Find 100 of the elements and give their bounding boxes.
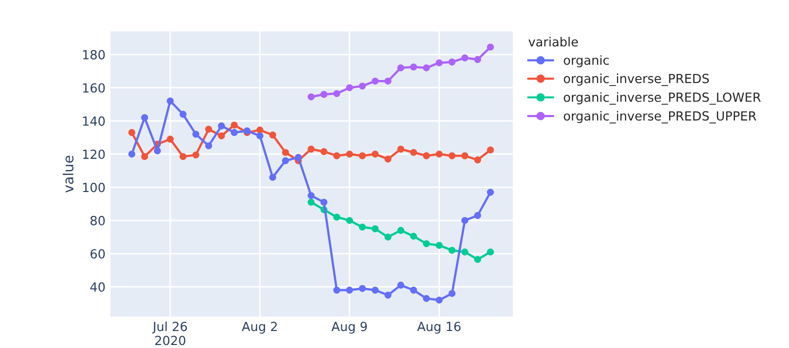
point bbox=[372, 225, 379, 232]
point bbox=[320, 198, 328, 206]
point bbox=[358, 224, 366, 231]
point bbox=[358, 152, 366, 160]
y-tick-label: 100 bbox=[83, 182, 105, 192]
y-tick-label: 120 bbox=[83, 150, 105, 160]
point bbox=[308, 192, 315, 200]
x-tick-label: Aug 16 bbox=[417, 322, 461, 334]
point bbox=[192, 151, 200, 158]
point bbox=[180, 153, 187, 160]
point bbox=[230, 122, 238, 129]
point bbox=[397, 146, 404, 153]
point bbox=[269, 174, 276, 181]
point bbox=[180, 110, 187, 118]
point bbox=[410, 64, 418, 70]
point bbox=[397, 282, 404, 289]
point bbox=[372, 78, 379, 85]
legend-title: variable bbox=[528, 36, 578, 47]
point bbox=[205, 126, 212, 133]
point bbox=[346, 84, 354, 92]
point bbox=[461, 216, 468, 224]
point bbox=[308, 198, 315, 206]
point bbox=[486, 44, 494, 51]
point bbox=[422, 152, 430, 160]
point bbox=[397, 64, 404, 72]
y-tick-label: 80 bbox=[90, 216, 105, 226]
point bbox=[294, 154, 302, 161]
point bbox=[333, 286, 340, 294]
point bbox=[461, 152, 468, 160]
point bbox=[333, 214, 340, 221]
point bbox=[486, 248, 494, 256]
point bbox=[422, 240, 430, 248]
point bbox=[448, 152, 456, 160]
y-tick-label: 60 bbox=[90, 249, 105, 259]
point bbox=[384, 78, 392, 85]
point bbox=[410, 232, 418, 240]
point bbox=[474, 212, 482, 219]
point bbox=[282, 157, 289, 164]
point bbox=[333, 152, 340, 160]
point bbox=[410, 286, 418, 294]
point bbox=[397, 226, 404, 234]
x-tick-label: Jul 26 2020 bbox=[152, 322, 187, 346]
point bbox=[372, 150, 379, 158]
y-tick-label: 140 bbox=[83, 116, 105, 126]
point bbox=[448, 246, 456, 254]
point bbox=[346, 216, 354, 224]
legend-label: organic_inverse_PREDS_LOWER bbox=[564, 92, 761, 105]
point bbox=[308, 93, 315, 100]
point bbox=[128, 150, 136, 158]
point bbox=[282, 148, 289, 156]
point bbox=[166, 98, 174, 104]
point bbox=[269, 132, 276, 138]
y-tick-label: 40 bbox=[90, 282, 105, 292]
point bbox=[320, 148, 328, 156]
y-axis-title: value bbox=[62, 156, 74, 193]
point bbox=[422, 64, 430, 72]
point bbox=[436, 150, 443, 158]
x-tick-label: Aug 2 bbox=[242, 322, 277, 334]
point bbox=[448, 290, 456, 297]
legend-label: organic bbox=[564, 55, 609, 68]
point bbox=[141, 114, 148, 122]
point bbox=[474, 256, 482, 263]
point bbox=[128, 129, 136, 136]
point bbox=[256, 132, 264, 140]
legend-label: organic_inverse_PREDS_UPPER bbox=[564, 110, 756, 124]
point bbox=[474, 56, 482, 63]
y-tick-label: 160 bbox=[83, 83, 105, 93]
point bbox=[358, 82, 366, 90]
legend-label: organic_inverse_PREDS bbox=[564, 74, 709, 86]
y-tick-label: 180 bbox=[83, 50, 105, 60]
point bbox=[346, 150, 354, 158]
point bbox=[436, 59, 443, 66]
point bbox=[141, 153, 148, 160]
point bbox=[218, 132, 225, 140]
point bbox=[448, 58, 456, 66]
point bbox=[256, 126, 264, 134]
point bbox=[166, 136, 174, 143]
point bbox=[320, 90, 328, 98]
point bbox=[436, 296, 443, 304]
point bbox=[486, 188, 494, 196]
point bbox=[384, 234, 392, 241]
point bbox=[218, 122, 225, 130]
point bbox=[384, 156, 392, 163]
point bbox=[384, 292, 392, 299]
point bbox=[410, 148, 418, 156]
point bbox=[333, 90, 340, 98]
point bbox=[461, 248, 468, 256]
point bbox=[422, 294, 430, 302]
point bbox=[461, 54, 468, 62]
point bbox=[154, 147, 161, 154]
point bbox=[372, 286, 379, 294]
point bbox=[308, 146, 315, 153]
x-tick-label: Aug 9 bbox=[331, 322, 367, 334]
point bbox=[486, 146, 494, 154]
point bbox=[192, 130, 200, 138]
point bbox=[358, 285, 366, 292]
point bbox=[436, 242, 443, 249]
point bbox=[474, 156, 482, 164]
point bbox=[346, 286, 354, 294]
point bbox=[205, 142, 212, 150]
